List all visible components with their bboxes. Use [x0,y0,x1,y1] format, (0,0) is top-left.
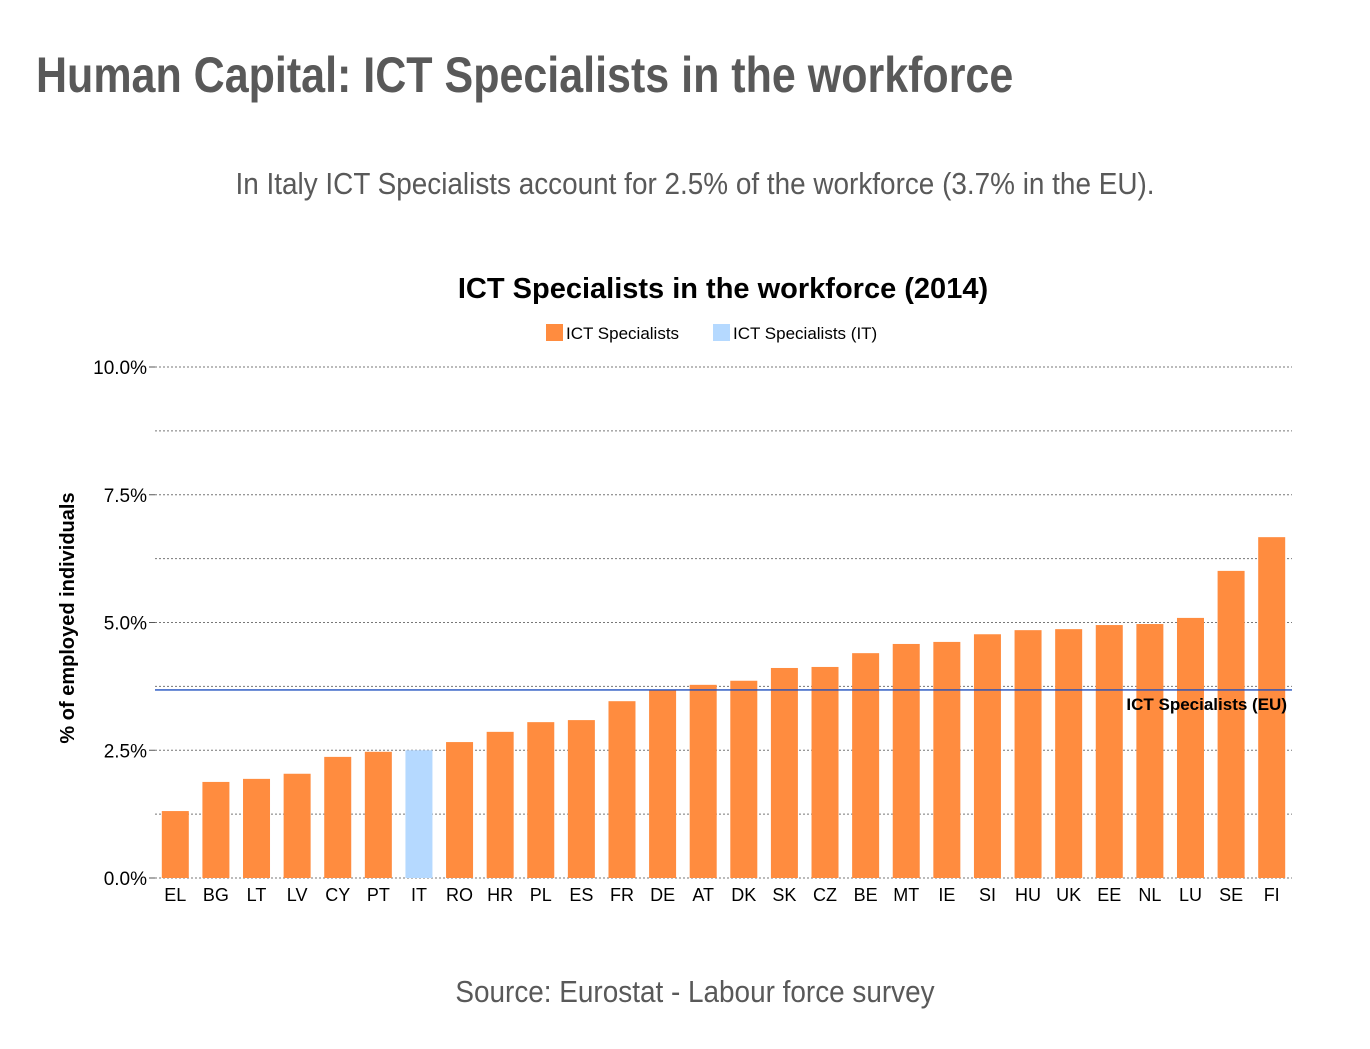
x-tick-label: SI [979,885,996,905]
bar-lt [243,778,271,878]
page-subtitle: In Italy ICT Specialists account for 2.5… [235,166,1155,201]
bar-ie [933,641,961,878]
bar-pl [527,722,555,878]
bar-fi [1258,537,1286,878]
bar-cy [324,756,352,878]
bar-chart: ICT Specialists in the workforce (2014) … [57,273,1292,905]
bar-sk [770,667,798,878]
bar-lu [1176,617,1204,878]
x-tick-label: PL [530,885,552,905]
legend-swatch-ict [546,324,563,341]
bar-mt [892,643,920,878]
x-tick-label: IE [938,885,955,905]
bar-uk [1055,629,1083,878]
eu-reference-label: ICT Specialists (EU) [1126,695,1287,714]
x-tick-label: BG [203,885,229,905]
x-tick-label: PT [367,885,390,905]
bar-ee [1095,625,1123,878]
bar-cz [811,666,839,878]
bar-nl [1136,624,1164,878]
x-tick-label: UK [1056,885,1081,905]
bar-bg [202,781,230,878]
y-tick-label: 0.0% [104,869,147,890]
bar-de [649,689,677,878]
legend-label-ict: ICT Specialists [566,324,679,343]
source-note: Source: Eurostat - Labour force survey [455,974,935,1009]
bar-be [852,653,880,878]
x-tick-label: EL [164,885,186,905]
x-tick-label: IT [411,885,427,905]
bar-lv [283,773,311,878]
x-tick-label: SE [1219,885,1243,905]
legend-swatch-it [713,324,730,341]
bar-it [405,750,433,878]
x-tick-label: LV [287,885,308,905]
page-title: Human Capital: ICT Specialists in the wo… [36,47,1014,103]
x-tick-label: AT [692,885,714,905]
legend: ICT Specialists ICT Specialists (IT) [546,324,877,343]
x-tick-label: LU [1179,885,1202,905]
bar-se [1217,570,1245,878]
x-tick-label: CY [325,885,350,905]
x-tick-label: HU [1015,885,1041,905]
x-tick-label: MT [893,885,919,905]
x-tick-label: ES [569,885,593,905]
x-tick-label: NL [1138,885,1161,905]
x-tick-label: DK [731,885,756,905]
x-tick-label: CZ [813,885,837,905]
x-tick-label: FR [610,885,634,905]
x-tick-label: LT [247,885,267,905]
y-tick-label: 10.0% [93,358,147,379]
bar-fr [608,701,636,878]
y-tick-label: 7.5% [104,486,147,507]
y-axis-label: % of employed individuals [57,492,79,743]
x-tick-label: HR [487,885,513,905]
y-tick-label: 2.5% [104,741,147,762]
bar-dk [730,680,758,878]
x-tick-label: DE [650,885,675,905]
y-tick-label: 5.0% [104,614,147,635]
bar-pt [364,751,392,878]
legend-label-it: ICT Specialists (IT) [733,324,877,343]
bar-hu [1014,630,1042,878]
bar-ro [446,742,474,878]
bar-hr [486,731,514,878]
x-tick-label: RO [446,885,473,905]
bar-si [973,634,1001,878]
bar-es [567,720,595,878]
bar-at [689,684,717,878]
x-tick-label: FI [1264,885,1280,905]
bar-el [161,811,189,878]
x-tick-label: BE [854,885,878,905]
chart-title: ICT Specialists in the workforce (2014) [458,273,988,305]
x-tick-label: SK [772,885,796,905]
x-tick-label: EE [1097,885,1121,905]
